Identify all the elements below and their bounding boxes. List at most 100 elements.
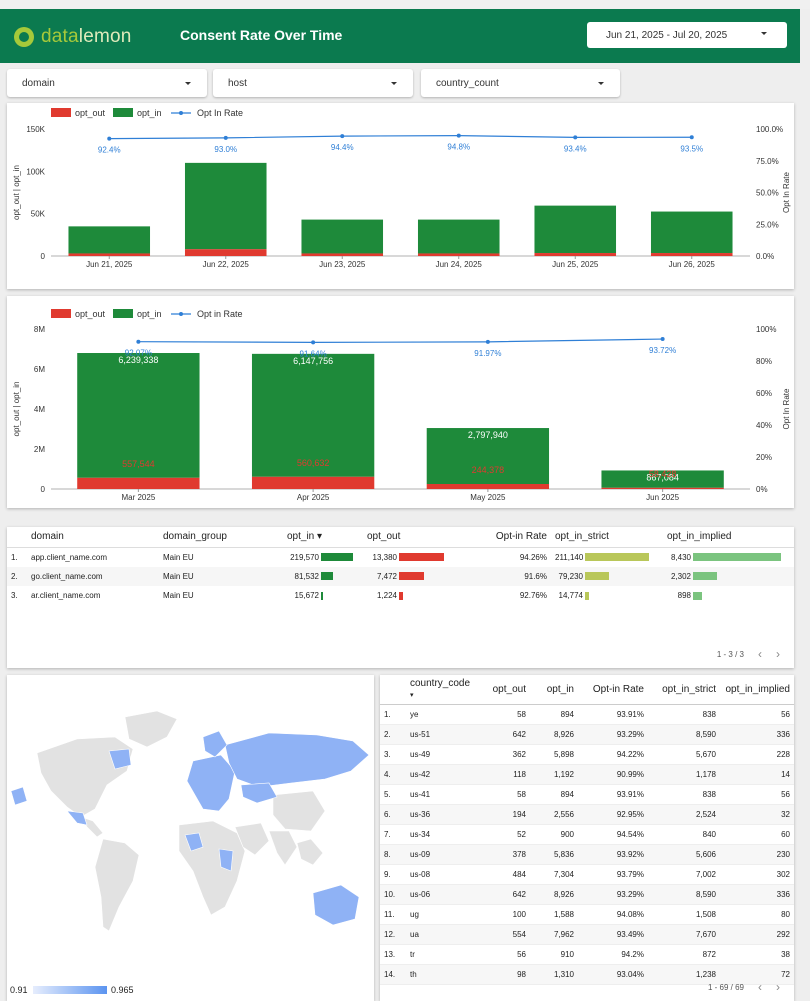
table-row[interactable]: 4. us-42 118 1,192 90.99% 1,178 14 — [380, 764, 794, 785]
row-index: 7. — [380, 824, 406, 845]
col-opt-in-implied[interactable]: opt_in_implied — [720, 675, 794, 705]
table-row[interactable]: 3. ar.client_name.com Main EU 15,672 1,224 92… — [7, 586, 794, 606]
legend-swatch-opt-in — [113, 108, 133, 117]
opt-in-value: 5,836 — [530, 844, 578, 865]
chevron-left-icon[interactable]: ‹ — [758, 980, 762, 994]
country-table-card: country_code ▾ opt_out opt_in Opt-in Rate… — [380, 675, 794, 1001]
opt-in-rate-value: 93.49% — [578, 924, 648, 945]
y-right-tick-label: 80% — [756, 357, 772, 366]
rate-point — [456, 133, 461, 138]
y-right-tick-label: 20% — [756, 453, 772, 462]
opt-in-value: 910 — [530, 944, 578, 965]
table-row[interactable]: 10. us-06 642 8,926 93.29% 8,590 336 — [380, 884, 794, 905]
row-index: 13. — [380, 944, 406, 965]
southeast-asia-shape — [296, 838, 324, 866]
country-code: us-34 — [406, 824, 482, 845]
east-africa-shape — [218, 848, 234, 872]
y-right-tick-label: 75.0% — [756, 157, 779, 166]
table-row[interactable]: 12. ua 554 7,962 93.49% 7,670 292 — [380, 924, 794, 945]
opt-out-value: 194 — [482, 804, 530, 825]
col-opt-in-strict[interactable]: opt_in_strict — [551, 527, 663, 548]
value-bar — [585, 591, 590, 600]
value-bar — [585, 572, 610, 581]
pager-range: 1 - 3 / 3 — [716, 649, 744, 659]
col-domain-group[interactable]: domain_group — [159, 527, 283, 548]
x-tick-label: Jun 2025 — [646, 493, 679, 502]
map-highlight — [10, 730, 370, 926]
bar-opt-in — [77, 353, 200, 478]
opt-in-rate-value: 94.22% — [578, 744, 648, 765]
logo-lemon-text: lemon — [78, 26, 132, 47]
opt-in-implied-value: 228 — [720, 744, 794, 765]
table-row[interactable]: 1. app.client_name.com Main EU 219,570 13,38… — [7, 547, 794, 567]
y-tick-label: 8M — [34, 325, 45, 334]
col-opt-in-strict[interactable]: opt_in_strict — [648, 675, 720, 705]
col-opt-out[interactable]: opt_out — [363, 527, 483, 548]
table-row[interactable]: 14. th 98 1,310 93.04% 1,238 72 — [380, 964, 794, 985]
table-row[interactable]: 2. go.client_name.com Main EU 81,532 7,472 91… — [7, 566, 794, 586]
y-right-tick-label: 60% — [756, 389, 772, 398]
y-right-tick-label: 100% — [756, 325, 776, 334]
table-row[interactable]: 1. ye 58 894 93.91% 838 56 — [380, 704, 794, 725]
domain-name: ar.client_name.com — [31, 591, 101, 601]
opt-in-implied-value: 292 — [720, 924, 794, 945]
domain-table-card: domain domain_group opt_in ▾ opt_out Opt… — [7, 527, 794, 668]
opt-out-value: 484 — [482, 864, 530, 885]
table-row[interactable]: 5. us-41 58 894 93.91% 838 56 — [380, 784, 794, 805]
daily-chart-svg: opt_out opt_in Opt In Rate 0 50K 100K 150K 0.0%… — [12, 108, 791, 269]
table-row[interactable]: 7. us-34 52 900 94.54% 840 60 — [380, 824, 794, 845]
col-opt-in[interactable]: opt_in ▾ — [283, 527, 363, 548]
host-filter[interactable]: host — [213, 69, 413, 97]
monthly-chart-svg: opt_out opt_in Opt in Rate 0 2M 4M 6M 8M 0% 20% 40… — [12, 309, 791, 502]
country-code: us-51 — [406, 724, 482, 745]
opt-out-value: 58 — [482, 784, 530, 805]
col-opt-in-rate[interactable]: Opt-in Rate — [578, 675, 648, 705]
north-america-shape — [36, 736, 134, 818]
chevron-right-icon[interactable]: › — [776, 647, 780, 661]
rate-point — [660, 337, 665, 342]
australia-shape — [312, 884, 360, 926]
chevron-right-icon[interactable]: › — [776, 980, 780, 994]
y-axis-title: opt_out | opt_in — [12, 165, 21, 220]
rate-point — [107, 136, 112, 141]
chevron-down-icon — [391, 82, 397, 85]
table-row[interactable]: 3. us-49 362 5,898 94.22% 5,670 228 — [380, 744, 794, 765]
opt-in-implied-value: 60 — [720, 824, 794, 845]
rate-line — [109, 135, 692, 140]
row-index: 9. — [380, 864, 406, 885]
col-opt-out[interactable]: opt_out — [482, 675, 530, 705]
bar-opt-in — [68, 226, 151, 254]
col-opt-in-rate[interactable]: Opt-in Rate — [483, 527, 551, 548]
y-tick-label: 0 — [41, 485, 46, 494]
y-right-tick-label: 25.0% — [756, 220, 779, 229]
table-row[interactable]: 8. us-09 378 5,836 93.92% 5,606 230 — [380, 844, 794, 865]
opt-in-value: 894 — [530, 784, 578, 805]
table-row[interactable]: 11. ug 100 1,588 94.08% 1,508 80 — [380, 904, 794, 925]
opt-out-value: 362 — [482, 744, 530, 765]
opt-in-strict-value: 1,508 — [648, 904, 720, 925]
map-legend-min: 0.91 — [10, 985, 28, 995]
table-row[interactable]: 6. us-36 194 2,556 92.95% 2,524 32 — [380, 804, 794, 825]
table-row[interactable]: 9. us-08 484 7,304 93.79% 7,002 302 — [380, 864, 794, 885]
y-tick-label: 100K — [26, 167, 45, 176]
rate-point — [340, 134, 345, 139]
domain-filter[interactable]: domain — [7, 69, 207, 97]
country-code: th — [406, 964, 482, 985]
col-opt-in[interactable]: opt_in — [530, 675, 578, 705]
opt-in-rate-value: 93.29% — [578, 724, 648, 745]
bar-opt-in — [534, 205, 617, 254]
col-country-code[interactable]: country_code ▾ — [406, 675, 482, 705]
col-domain[interactable]: domain — [27, 527, 159, 548]
chevron-left-icon[interactable]: ‹ — [758, 647, 762, 661]
country-code: us-09 — [406, 844, 482, 865]
host-filter-label: host — [228, 78, 247, 89]
date-range-picker[interactable]: Jun 21, 2025 - Jul 20, 2025 — [587, 22, 787, 48]
rate-point — [485, 339, 490, 344]
opt-in-value: 1,192 — [530, 764, 578, 785]
value-bar — [585, 553, 649, 561]
domain-table-header: domain domain_group opt_in ▾ opt_out Opt… — [7, 527, 794, 548]
country-count-filter[interactable]: country_count — [421, 69, 620, 97]
table-row[interactable]: 13. tr 56 910 94.2% 872 38 — [380, 944, 794, 965]
col-opt-in-implied[interactable]: opt_in_implied — [663, 527, 794, 548]
table-row[interactable]: 2. us-51 642 8,926 93.29% 8,590 336 — [380, 724, 794, 745]
